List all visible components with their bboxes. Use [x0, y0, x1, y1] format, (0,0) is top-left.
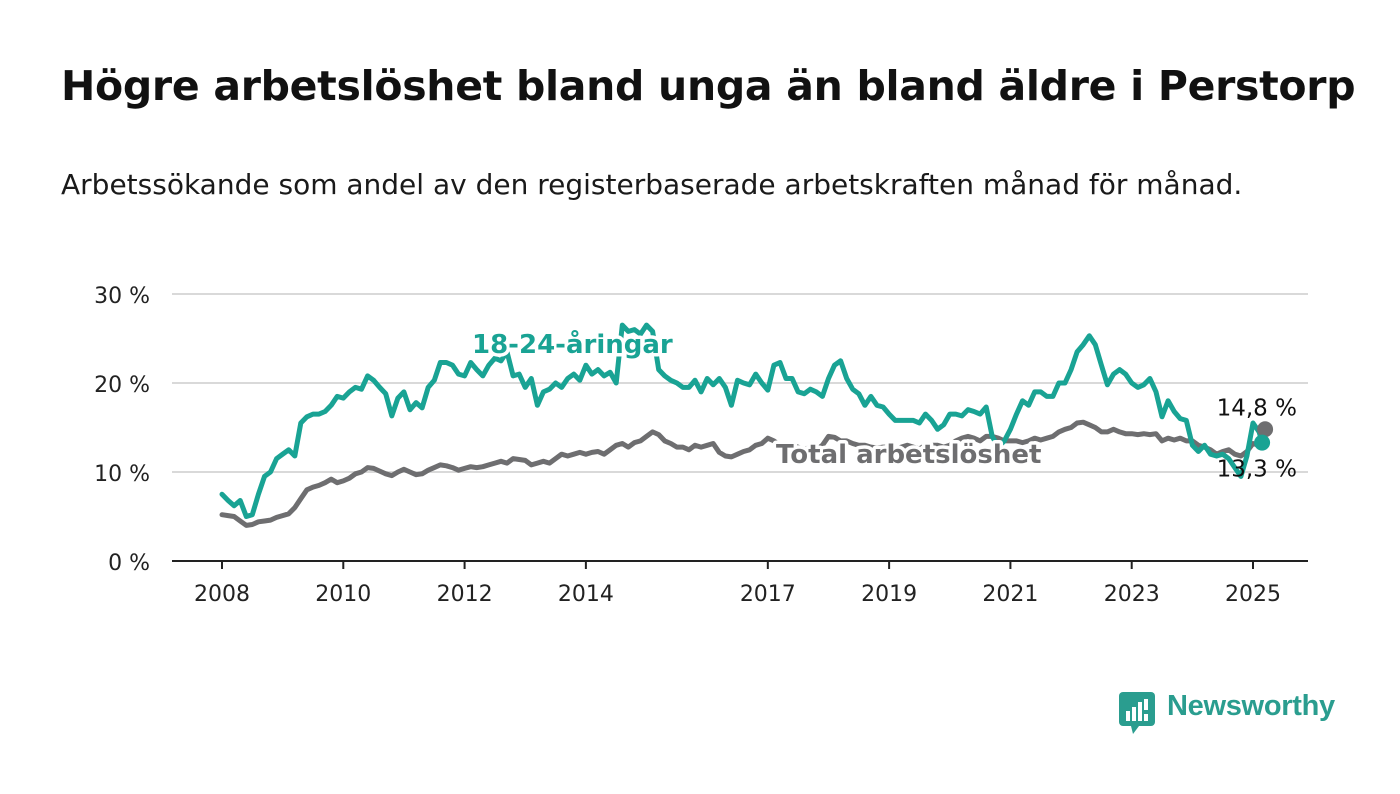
end-dot-youth [1254, 434, 1271, 451]
x-tick-label: 2023 [1104, 582, 1160, 607]
x-tick-label: 2021 [982, 582, 1038, 607]
x-tick-label: 2019 [861, 582, 917, 607]
annotation-total: Total arbetslöshet [776, 440, 1041, 470]
x-tick-label: 2010 [315, 582, 371, 607]
series-line-youth [219, 322, 1265, 519]
x-tick-label: 2012 [437, 582, 493, 607]
y-tick-label: 10 % [94, 462, 150, 487]
bar-chart-speech-bubble-icon [1119, 692, 1155, 734]
series-line-total [219, 419, 1265, 528]
brand-name: Newsworthy [1167, 690, 1335, 722]
annotation-youth: 18-24-åringar [472, 328, 673, 360]
x-tick-label: 2017 [740, 582, 796, 607]
chart-title: Högre arbetslöshet bland unga än bland ä… [61, 62, 1356, 110]
y-tick-label: 20 % [94, 373, 150, 398]
x-tick-label: 2025 [1225, 582, 1281, 607]
annotation-total-halo: Total arbetslöshet [776, 440, 1041, 470]
x-tick-label: 2014 [558, 582, 614, 607]
y-tick-label: 30 % [94, 284, 150, 309]
y-tick-label: 0 % [108, 551, 150, 576]
x-tick-label: 2008 [194, 582, 250, 607]
end-label-total: 14,8 % [1217, 395, 1297, 421]
annotation-youth-halo: 18-24-åringar [472, 328, 673, 360]
end-label-youth: 13,3 % [1217, 457, 1297, 483]
chart-subtitle: Arbetssökande som andel av den registerb… [61, 168, 1243, 201]
end-dot-total [1257, 421, 1274, 438]
